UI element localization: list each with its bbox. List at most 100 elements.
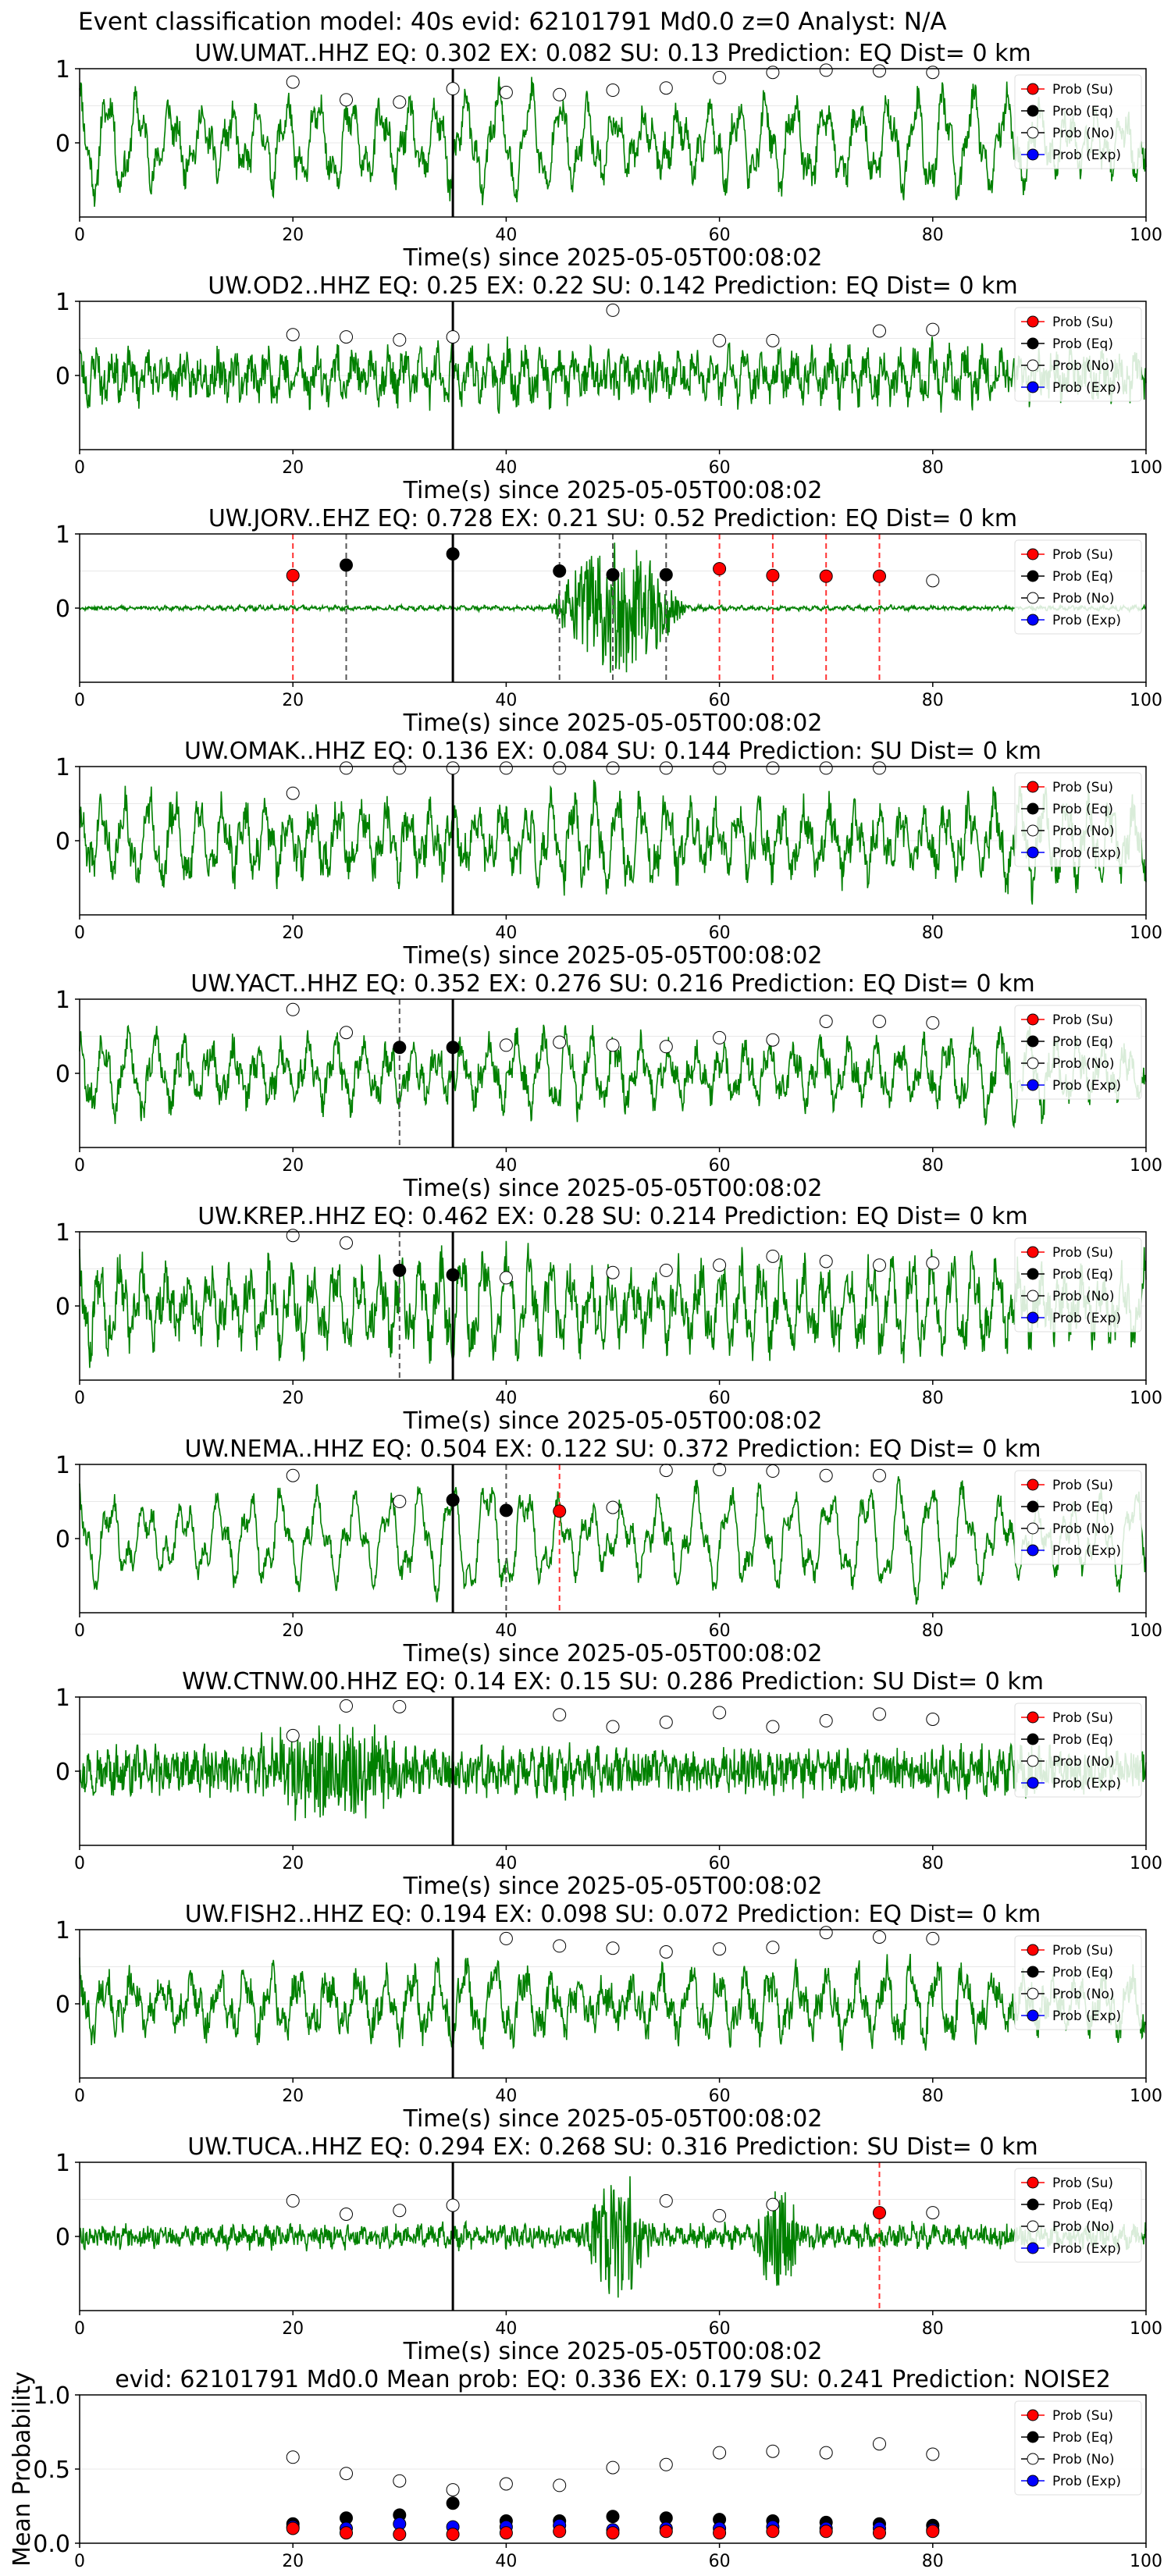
prob-point <box>446 1041 460 1055</box>
x-tick-label: 100 <box>1130 1156 1162 1176</box>
mean-prob-point <box>499 2477 513 2491</box>
legend-label: Prob (Su) <box>1052 1710 1113 1726</box>
prob-point <box>873 1468 886 1482</box>
prob-point <box>713 333 727 347</box>
x-tick-label: 40 <box>495 2087 517 2106</box>
y-tick-label: 0 <box>55 1061 70 1088</box>
legend-marker <box>1027 2242 1039 2254</box>
panel-title: UW.FISH2..HHZ EQ: 0.194 EX: 0.098 SU: 0.… <box>185 1901 1041 1928</box>
y-tick-label: 1 <box>55 56 70 84</box>
panel-title: UW.OMAK..HHZ EQ: 0.136 EX: 0.084 SU: 0.1… <box>184 738 1041 765</box>
prob-point <box>713 1030 727 1044</box>
prob-point <box>446 547 460 561</box>
x-tick-label: 100 <box>1130 923 1162 943</box>
prob-point <box>713 70 727 84</box>
y-tick-label: 1 <box>55 2150 70 2177</box>
legend-marker <box>1027 548 1039 560</box>
legend-label: Prob (Su) <box>1052 1245 1113 1261</box>
legend-label: Prob (No) <box>1052 1754 1115 1770</box>
prob-point <box>873 761 886 775</box>
mean-prob-point <box>393 2528 407 2542</box>
prob-point <box>659 1464 673 1478</box>
legend-marker <box>1027 359 1039 372</box>
y-tick-label: 0 <box>55 363 70 390</box>
legend-marker <box>1027 1311 1039 1324</box>
mean-prob-point <box>873 2526 886 2540</box>
legend-marker <box>1027 1035 1039 1048</box>
legend-marker <box>1027 381 1039 393</box>
waveform-trace <box>79 1476 1147 1605</box>
x-tick-label: 100 <box>1130 1621 1162 1641</box>
panel-2: UW.OD2..HHZ EQ: 0.25 EX: 0.22 SU: 0.142 … <box>55 272 1162 504</box>
prob-point <box>446 1493 460 1507</box>
mean-prob-point <box>659 2524 673 2539</box>
legend-label: Prob (Exp) <box>1052 1543 1121 1559</box>
prob-point <box>819 1254 833 1268</box>
x-tick-label: 40 <box>495 1621 517 1641</box>
x-axis-label: Time(s) since 2025-05-05T00:08:02 <box>403 710 823 737</box>
x-tick-label: 0 <box>74 2319 85 2339</box>
y-tick-label: 1 <box>55 521 70 549</box>
mean-prob-point <box>446 2496 460 2510</box>
x-tick-label: 60 <box>709 1156 731 1176</box>
panel-3: UW.JORV..EHZ EQ: 0.728 EX: 0.21 SU: 0.52… <box>55 505 1162 737</box>
x-tick-label: 40 <box>495 691 517 710</box>
mean-prob-point <box>499 2526 513 2540</box>
prob-point <box>446 82 460 96</box>
x-axis-label: Time(s) since 2025-05-05T00:08:02 <box>403 2105 823 2133</box>
legend-label: Prob (Exp) <box>1052 1311 1121 1326</box>
prob-point <box>713 562 727 576</box>
legend-label: Prob (Su) <box>1052 2176 1113 2191</box>
prob-point <box>553 87 567 101</box>
x-tick-label: 0 <box>74 2552 85 2571</box>
prob-point <box>659 568 673 582</box>
x-tick-label: 0 <box>74 1389 85 1408</box>
prob-point <box>766 1720 780 1734</box>
prob-point <box>553 564 567 578</box>
prob-point <box>286 1468 300 1482</box>
x-tick-label: 40 <box>495 458 517 478</box>
y-tick-label: 0 <box>55 1293 70 1321</box>
y-tick-label: 0 <box>55 596 70 623</box>
x-tick-label: 60 <box>709 2319 731 2339</box>
prob-point <box>926 1931 940 1945</box>
prob-point <box>499 761 513 775</box>
x-tick-label: 60 <box>709 923 731 943</box>
legend-marker <box>1027 1522 1039 1535</box>
prob-point <box>286 1002 300 1016</box>
y-tick-label: 1 <box>55 1452 70 1479</box>
x-tick-label: 40 <box>495 2319 517 2339</box>
y-tick-label: 0.5 <box>33 2457 70 2484</box>
mean-prob-point <box>393 2474 407 2488</box>
prob-point <box>393 761 407 775</box>
legend-marker <box>1027 824 1039 837</box>
x-axis-label: Time(s) since 2025-05-05T00:08:02 <box>403 942 823 970</box>
prob-point <box>340 1026 353 1040</box>
x-tick-label: 0 <box>74 458 85 478</box>
legend-marker <box>1027 337 1039 350</box>
prob-point <box>286 1229 300 1243</box>
legend-label: Prob (Eq) <box>1052 1965 1113 1980</box>
legend-label: Prob (No) <box>1052 1987 1115 2002</box>
prob-point <box>766 1033 780 1047</box>
legend-label: Prob (Su) <box>1052 1943 1113 1959</box>
y-tick-label: 1.0 <box>33 2382 70 2410</box>
y-tick-label: 0 <box>55 1991 70 2019</box>
legend-box <box>1014 1470 1142 1565</box>
y-tick-label: 1 <box>55 289 70 316</box>
waveform-trace <box>79 336 1147 415</box>
legend-marker <box>1027 1777 1039 1789</box>
prob-point <box>819 63 833 77</box>
x-tick-label: 40 <box>495 1854 517 1873</box>
prob-point <box>393 1495 407 1508</box>
figure-suptitle: Event classification model: 40s evid: 62… <box>78 8 947 36</box>
legend-box <box>1014 74 1142 169</box>
prob-point <box>659 81 673 95</box>
x-axis-label: Time(s) since 2025-05-05T00:08:02 <box>403 1175 823 1202</box>
legend-label: Prob (Exp) <box>1052 613 1121 628</box>
prob-point <box>926 2206 940 2220</box>
legend-label: Prob (No) <box>1052 358 1115 374</box>
prob-point <box>286 568 300 582</box>
mean-prob-point <box>553 2524 567 2539</box>
